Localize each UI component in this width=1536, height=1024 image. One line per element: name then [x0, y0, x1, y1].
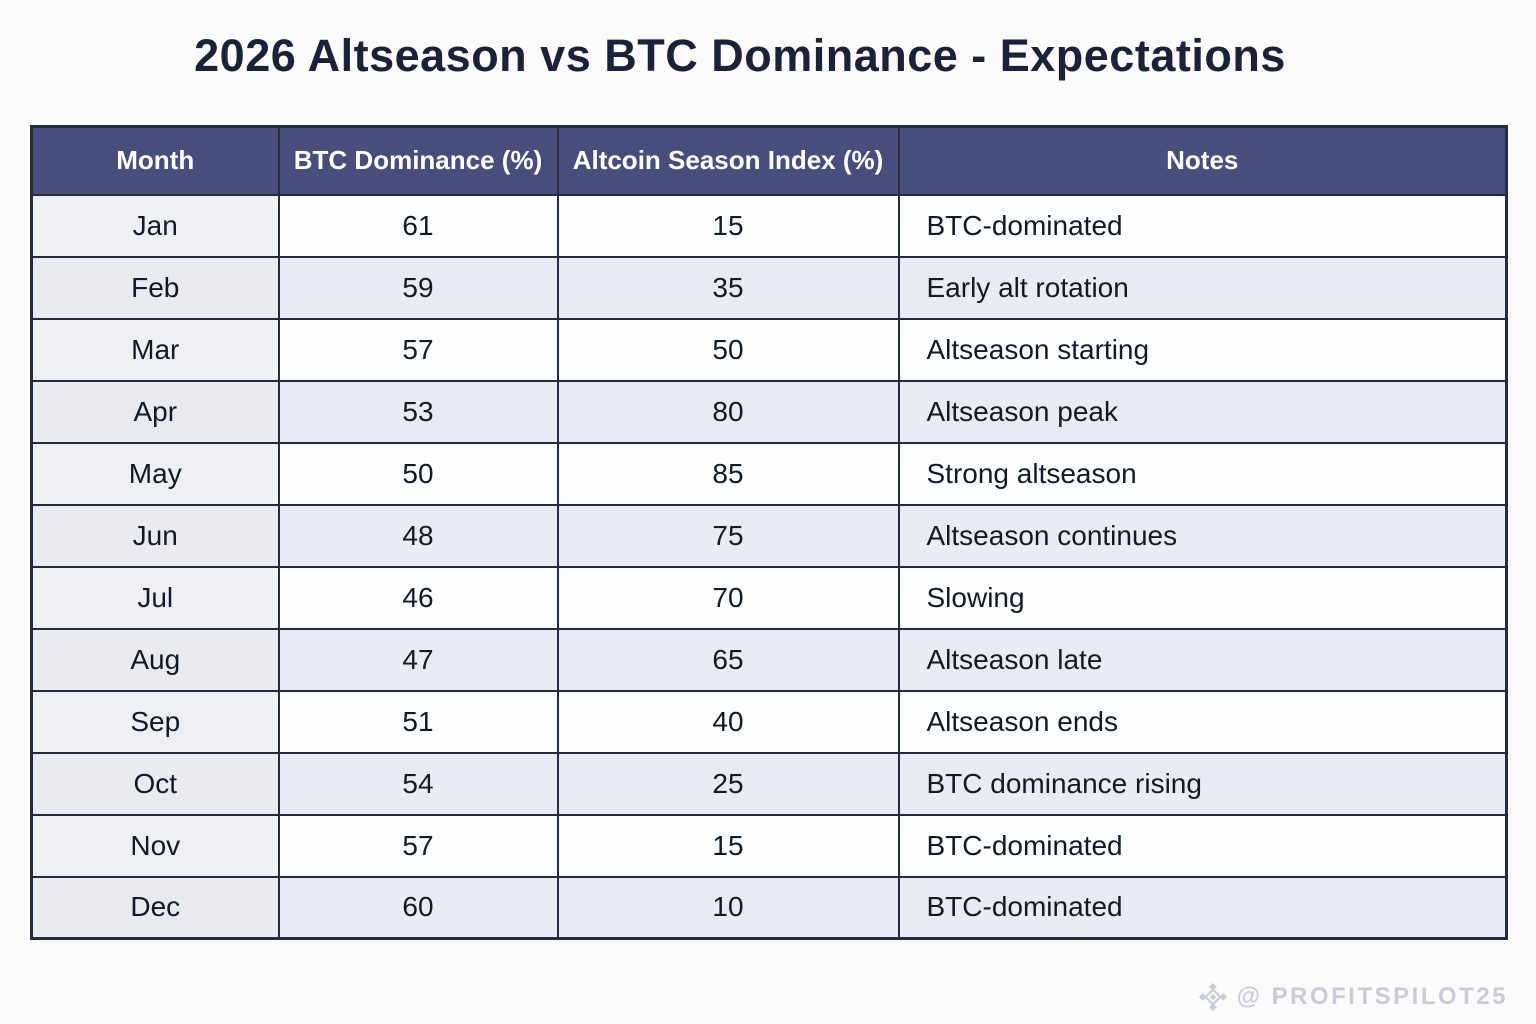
alt-index-cell: 85: [556, 441, 900, 506]
month-cell: Apr: [30, 379, 280, 444]
btc-dominance-cell: 59: [277, 255, 559, 320]
btc-dominance-cell: 61: [277, 193, 559, 258]
month-cell: Oct: [30, 751, 280, 816]
month-cell: Jun: [30, 503, 280, 568]
watermark: @ PROFITSPILOT25: [1198, 982, 1508, 1012]
month-cell: Sep: [30, 689, 280, 754]
btc-dominance-cell: 53: [277, 379, 559, 444]
btc-dominance-cell: 57: [277, 317, 559, 382]
notes-cell: BTC-dominated: [897, 813, 1508, 878]
title-bar: 2026 Altseason vs BTC Dominance - Expect…: [0, 30, 1480, 82]
table-row: Dec 60 10 BTC-dominated: [30, 875, 1508, 940]
alt-index-cell: 75: [556, 503, 900, 568]
notes-cell: Early alt rotation: [897, 255, 1508, 320]
notes-cell: Altseason continues: [897, 503, 1508, 568]
alt-index-cell: 15: [556, 193, 900, 258]
alt-index-cell: 70: [556, 565, 900, 630]
alt-index-cell: 25: [556, 751, 900, 816]
btc-dominance-cell: 48: [277, 503, 559, 568]
notes-cell: Altseason late: [897, 627, 1508, 692]
column-header-altcoin-season-index: Altcoin Season Index (%): [556, 125, 900, 196]
notes-cell: Altseason peak: [897, 379, 1508, 444]
table-row: Mar 57 50 Altseason starting: [30, 317, 1508, 382]
month-cell: Aug: [30, 627, 280, 692]
table-header-row: Month BTC Dominance (%) Altcoin Season I…: [30, 125, 1508, 196]
month-cell: May: [30, 441, 280, 506]
month-cell: Jan: [30, 193, 280, 258]
month-cell: Nov: [30, 813, 280, 878]
month-cell: Jul: [30, 565, 280, 630]
btc-dominance-cell: 46: [277, 565, 559, 630]
alt-index-cell: 35: [556, 255, 900, 320]
table-row: Jul 46 70 Slowing: [30, 565, 1508, 630]
notes-cell: BTC-dominated: [897, 193, 1508, 258]
btc-dominance-cell: 60: [277, 875, 559, 940]
diamond-logo-icon: [1198, 982, 1228, 1012]
notes-cell: Slowing: [897, 565, 1508, 630]
watermark-handle: @ PROFITSPILOT25: [1236, 983, 1508, 1010]
month-cell: Dec: [30, 875, 280, 940]
notes-cell: BTC dominance rising: [897, 751, 1508, 816]
column-header-month: Month: [30, 125, 280, 196]
notes-cell: Altseason ends: [897, 689, 1508, 754]
column-header-btc-dominance: BTC Dominance (%): [277, 125, 559, 196]
btc-dominance-cell: 50: [277, 441, 559, 506]
page-title: 2026 Altseason vs BTC Dominance - Expect…: [194, 30, 1286, 81]
notes-cell: Altseason starting: [897, 317, 1508, 382]
table-row: Nov 57 15 BTC-dominated: [30, 813, 1508, 878]
alt-index-cell: 65: [556, 627, 900, 692]
notes-cell: BTC-dominated: [897, 875, 1508, 940]
expectations-table: Month BTC Dominance (%) Altcoin Season I…: [30, 125, 1508, 940]
btc-dominance-cell: 57: [277, 813, 559, 878]
alt-index-cell: 15: [556, 813, 900, 878]
btc-dominance-cell: 47: [277, 627, 559, 692]
table-row: Feb 59 35 Early alt rotation: [30, 255, 1508, 320]
alt-index-cell: 10: [556, 875, 900, 940]
column-header-notes: Notes: [897, 125, 1508, 196]
alt-index-cell: 80: [556, 379, 900, 444]
table-row: May 50 85 Strong altseason: [30, 441, 1508, 506]
table-row: Oct 54 25 BTC dominance rising: [30, 751, 1508, 816]
table-row: Jan 61 15 BTC-dominated: [30, 193, 1508, 258]
notes-cell: Strong altseason: [897, 441, 1508, 506]
month-cell: Mar: [30, 317, 280, 382]
table-row: Sep 51 40 Altseason ends: [30, 689, 1508, 754]
table-row: Apr 53 80 Altseason peak: [30, 379, 1508, 444]
table-row: Aug 47 65 Altseason late: [30, 627, 1508, 692]
alt-index-cell: 50: [556, 317, 900, 382]
btc-dominance-cell: 54: [277, 751, 559, 816]
table-body: Jan 61 15 BTC-dominated Feb 59 35 Early alt rot…: [30, 193, 1508, 940]
btc-dominance-cell: 51: [277, 689, 559, 754]
alt-index-cell: 40: [556, 689, 900, 754]
month-cell: Feb: [30, 255, 280, 320]
table-row: Jun 48 75 Altseason continues: [30, 503, 1508, 568]
